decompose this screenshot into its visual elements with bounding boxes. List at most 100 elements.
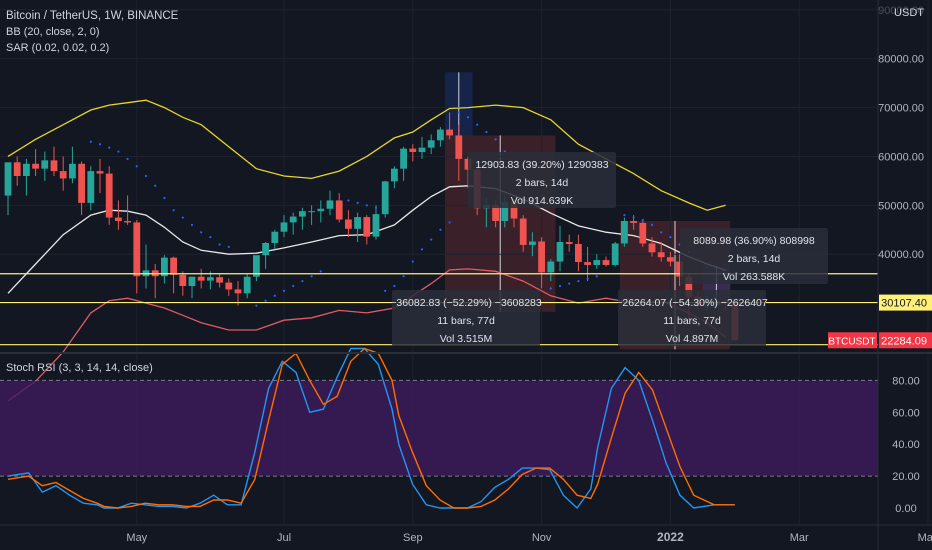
measure-volume-text: Vol 914.639K bbox=[511, 195, 573, 207]
stoch-rsi-band bbox=[0, 380, 878, 477]
candle-body bbox=[289, 216, 297, 223]
sar-dot bbox=[310, 275, 313, 278]
price-tick-label: 50000.00 bbox=[878, 200, 924, 212]
sar-dot bbox=[669, 236, 672, 239]
candle-body bbox=[253, 255, 260, 277]
stoch-rsi-tick-label: 80.00 bbox=[892, 375, 920, 387]
sar-dot bbox=[200, 231, 203, 234]
candle-body bbox=[59, 171, 67, 179]
candle-body bbox=[381, 181, 389, 215]
sar-dot bbox=[466, 116, 470, 119]
sar-dot bbox=[209, 236, 212, 239]
candle-body bbox=[667, 257, 674, 262]
sar-dot bbox=[384, 289, 387, 292]
bb-legend[interactable]: BB (20, close, 2, 0) bbox=[6, 26, 100, 38]
candle-body bbox=[271, 231, 279, 243]
sar-dot bbox=[292, 284, 295, 288]
candle-body bbox=[345, 219, 352, 229]
measure-bars-text: 2 bars, 14d bbox=[728, 253, 781, 265]
sar-dot bbox=[476, 123, 479, 126]
candle-body bbox=[427, 140, 435, 148]
candle-body bbox=[630, 220, 637, 223]
sar-dot bbox=[356, 201, 359, 204]
price-tick-label: 40000.00 bbox=[878, 249, 924, 261]
candle-body bbox=[510, 201, 518, 219]
candle-body bbox=[96, 171, 104, 174]
candle-body bbox=[188, 276, 196, 286]
measure-label-box[interactable] bbox=[680, 228, 828, 284]
candle-body bbox=[492, 204, 499, 221]
level-price-label: 30107.40 bbox=[881, 298, 927, 310]
measure-label-box[interactable] bbox=[618, 290, 766, 346]
sar-dot bbox=[494, 138, 497, 141]
sar-dot bbox=[347, 199, 350, 202]
measure-label-box[interactable] bbox=[392, 290, 540, 346]
candle-body bbox=[23, 163, 30, 176]
candle-body bbox=[133, 222, 141, 277]
measure-label-box[interactable] bbox=[468, 152, 616, 208]
candle-body bbox=[4, 162, 12, 196]
sar-dot bbox=[393, 284, 396, 288]
sar-dot bbox=[227, 245, 230, 248]
candle-body bbox=[170, 257, 177, 275]
measure-stats-text: −26264.07 (−54.30%) −2626407 bbox=[616, 297, 768, 309]
sar-dot bbox=[273, 294, 276, 297]
bb-lower-line bbox=[7, 268, 727, 402]
sar-dot bbox=[660, 231, 663, 234]
time-tick-label: May bbox=[918, 532, 932, 544]
candle-body bbox=[611, 243, 619, 265]
candle-body bbox=[197, 276, 205, 281]
candle-body bbox=[437, 129, 444, 141]
stoch-rsi-tick-label: 20.00 bbox=[892, 471, 920, 483]
measure-bars-text: 11 bars, 77d bbox=[663, 315, 721, 327]
sar-dot bbox=[108, 146, 111, 149]
sar-legend[interactable]: SAR (0.02, 0.02, 0.2) bbox=[6, 42, 110, 54]
candle-body bbox=[87, 171, 95, 203]
sar-dot bbox=[365, 204, 368, 207]
symbol-label: BTCUSDT bbox=[828, 336, 875, 347]
candle-body bbox=[538, 241, 545, 273]
symbol-badge[interactable] bbox=[828, 332, 877, 349]
candle-body bbox=[556, 242, 564, 262]
candle-body bbox=[234, 289, 242, 294]
sar-dot bbox=[402, 275, 405, 278]
candle-body bbox=[207, 277, 214, 281]
candle-body bbox=[593, 260, 601, 265]
last-price-label: 22284.09 bbox=[881, 335, 927, 347]
measure-bars-text: 11 bars, 77d bbox=[437, 315, 495, 327]
sar-dot bbox=[218, 243, 221, 246]
stoch-rsi-legend[interactable]: Stoch RSI (3, 3, 14, 14, close) bbox=[6, 362, 153, 374]
candle-body bbox=[32, 163, 39, 169]
sar-dot bbox=[448, 221, 451, 224]
sar-dot bbox=[420, 248, 424, 251]
measure-labels[interactable]: 12903.83 (39.20%) 1290383 2 bars, 14d Vol … bbox=[390, 152, 828, 346]
sar-dot bbox=[117, 150, 120, 153]
candle-body bbox=[243, 276, 251, 294]
sar-dot bbox=[89, 140, 92, 143]
candle-body bbox=[299, 211, 306, 217]
last-price-badge[interactable] bbox=[879, 332, 932, 349]
time-tick-label: Nov bbox=[532, 532, 552, 544]
sar-dot bbox=[586, 277, 589, 280]
chart-title[interactable]: Bitcoin / TetherUS, 1W, BINANCE bbox=[6, 10, 179, 22]
candle-body bbox=[602, 260, 610, 265]
sar-dot bbox=[595, 275, 598, 278]
sar-dot bbox=[558, 284, 562, 288]
price-tick-label: 90000.00 bbox=[878, 5, 924, 17]
sar-dot bbox=[190, 223, 194, 226]
currency-label: USDT bbox=[894, 7, 924, 19]
candle-body bbox=[326, 200, 334, 209]
level-price-badge[interactable] bbox=[879, 294, 932, 311]
candle-body bbox=[676, 261, 683, 277]
sar-dot bbox=[457, 111, 460, 114]
candle-body bbox=[575, 243, 582, 263]
candle-body bbox=[685, 276, 693, 297]
sar-dot bbox=[549, 287, 552, 290]
sar-dot bbox=[154, 184, 157, 187]
sar-dot bbox=[135, 165, 138, 168]
candle-body bbox=[418, 147, 426, 153]
candle-body bbox=[372, 214, 380, 237]
measure-volume-text: Vol 4.897M bbox=[666, 333, 719, 345]
measure-stats-text: −36082.83 (−52.29%) −3608283 bbox=[390, 297, 542, 309]
